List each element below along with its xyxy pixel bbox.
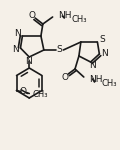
Text: N: N bbox=[101, 50, 108, 58]
Text: S: S bbox=[57, 45, 62, 54]
Text: O: O bbox=[29, 11, 36, 20]
Text: CH₃: CH₃ bbox=[71, 15, 87, 24]
Text: CH₃: CH₃ bbox=[101, 80, 117, 88]
Text: O: O bbox=[62, 72, 69, 81]
Text: N: N bbox=[12, 45, 19, 54]
Text: CH₃: CH₃ bbox=[32, 90, 48, 99]
Text: O: O bbox=[20, 87, 27, 96]
Text: N: N bbox=[14, 30, 21, 39]
Text: N: N bbox=[25, 57, 32, 66]
Text: NH: NH bbox=[58, 11, 72, 20]
Text: S: S bbox=[99, 36, 105, 45]
Text: N: N bbox=[89, 61, 96, 70]
Text: NH: NH bbox=[89, 75, 102, 84]
